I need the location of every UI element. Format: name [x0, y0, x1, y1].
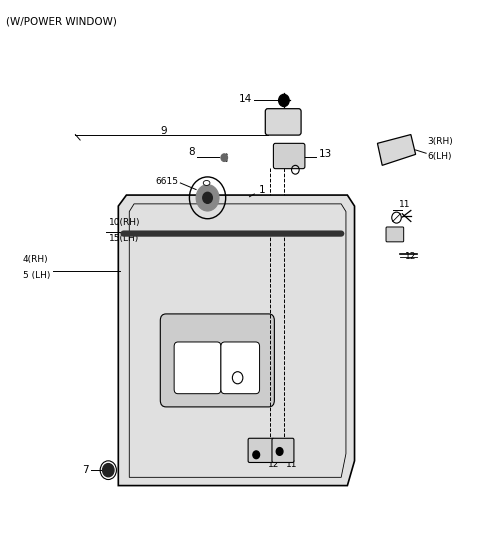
- Circle shape: [103, 463, 114, 477]
- Text: 2: 2: [391, 229, 396, 239]
- Text: 4(RH): 4(RH): [23, 255, 48, 264]
- Polygon shape: [118, 195, 355, 486]
- Text: 11: 11: [286, 460, 297, 469]
- FancyBboxPatch shape: [265, 109, 301, 135]
- FancyBboxPatch shape: [221, 342, 260, 394]
- Text: 12: 12: [405, 252, 417, 260]
- Text: 5 (LH): 5 (LH): [23, 271, 50, 280]
- Text: 7: 7: [82, 465, 88, 475]
- Circle shape: [276, 447, 283, 455]
- Text: 2: 2: [260, 441, 266, 451]
- FancyBboxPatch shape: [272, 439, 294, 462]
- FancyBboxPatch shape: [386, 227, 404, 242]
- Text: 10(RH): 10(RH): [109, 218, 140, 227]
- Ellipse shape: [203, 180, 210, 185]
- Circle shape: [279, 95, 289, 107]
- Text: 6(LH): 6(LH): [428, 152, 452, 161]
- Text: 6615: 6615: [155, 177, 178, 186]
- FancyBboxPatch shape: [248, 439, 274, 462]
- Polygon shape: [377, 134, 416, 165]
- Circle shape: [203, 192, 212, 204]
- Text: 15(LH): 15(LH): [109, 233, 139, 243]
- Text: 12: 12: [268, 460, 279, 469]
- Text: 1: 1: [259, 185, 266, 195]
- Text: 13: 13: [319, 149, 332, 159]
- Circle shape: [253, 451, 260, 458]
- Circle shape: [196, 185, 219, 211]
- Circle shape: [221, 154, 228, 161]
- Text: 8: 8: [188, 147, 195, 156]
- Text: 14: 14: [239, 94, 252, 104]
- FancyBboxPatch shape: [274, 143, 305, 169]
- Text: 9: 9: [160, 126, 167, 135]
- FancyBboxPatch shape: [174, 342, 221, 394]
- Text: 11: 11: [399, 201, 410, 210]
- Text: (W/POWER WINDOW): (W/POWER WINDOW): [6, 17, 117, 27]
- FancyBboxPatch shape: [160, 314, 275, 407]
- Text: 3(RH): 3(RH): [428, 137, 453, 145]
